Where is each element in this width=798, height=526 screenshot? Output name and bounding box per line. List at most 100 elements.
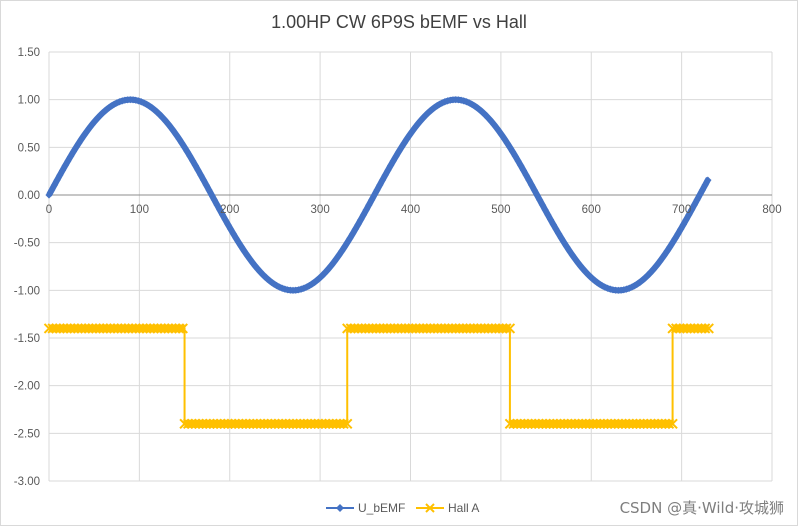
u-bemf-point [544, 211, 552, 219]
y-tick-label: -0.50 [14, 238, 40, 250]
u-bemf-point [422, 111, 430, 119]
u-bemf-point [460, 97, 468, 105]
u-bemf-point [411, 123, 419, 132]
u-bemf-point [208, 191, 216, 199]
u-bemf-point [349, 230, 357, 238]
u-bemf-point [541, 206, 549, 214]
u-bemf-point [595, 280, 603, 288]
u-bemf-point [376, 181, 384, 189]
hall-a-point [501, 323, 512, 334]
grid-lines [48, 51, 773, 482]
u-bemf-point [639, 276, 647, 284]
hall-a-point [504, 323, 516, 334]
u-bemf-point [574, 258, 582, 267]
u-bemf-point [392, 152, 400, 160]
x-tick-label: 100 [130, 204, 149, 216]
u-bemf-point [517, 161, 525, 170]
hall-a-point [338, 418, 349, 430]
series-hall-a [43, 323, 714, 430]
u-bemf-point [191, 161, 200, 170]
u-bemf-point [576, 262, 585, 270]
u-bemf-point [102, 106, 110, 114]
u-bemf-point [216, 206, 224, 214]
x-tick-label: 0 [46, 204, 52, 216]
u-bemf-point [677, 225, 685, 233]
u-bemf-point [61, 161, 69, 170]
u-bemf-point [500, 135, 509, 143]
u-bemf-point [218, 211, 227, 219]
u-bemf-point [658, 255, 666, 263]
u-bemf-point [679, 220, 688, 229]
u-bemf-point [183, 148, 191, 156]
u-bemf-point [682, 216, 690, 224]
u-bemf-point [254, 265, 262, 273]
u-bemf-point [278, 284, 286, 292]
u-bemf-point [210, 196, 218, 204]
u-bemf-point [552, 225, 560, 233]
u-bemf-point [189, 157, 197, 165]
u-bemf-point [514, 157, 522, 165]
u-bemf-point [365, 201, 373, 209]
u-bemf-point [213, 201, 221, 209]
hall-a-point [177, 323, 188, 334]
u-bemf-point [143, 100, 151, 108]
u-bemf-point [389, 157, 397, 165]
u-bemf-point [381, 171, 389, 179]
legend-item: Hall A [416, 501, 479, 515]
x-tick-label: 700 [672, 204, 691, 216]
hall-a-point [342, 418, 353, 430]
u-bemf-point [687, 206, 696, 214]
u-bemf-point [251, 262, 259, 270]
u-bemf-point [674, 230, 682, 238]
u-bemf-point [346, 234, 354, 242]
u-bemf-point [229, 230, 237, 238]
u-bemf-point [197, 171, 205, 179]
hall-a-marker-band [347, 324, 510, 333]
u-bemf-point [50, 181, 59, 189]
u-bemf-point [685, 211, 693, 219]
u-bemf-point [435, 100, 444, 108]
u-bemf-point [536, 196, 544, 204]
u-bemf-point [631, 282, 639, 290]
u-bemf-point [327, 262, 335, 270]
u-bemf-point [205, 186, 213, 194]
legend-label: U_bEMF [358, 501, 405, 515]
u-bemf-point [227, 225, 235, 233]
u-bemf-point [636, 278, 644, 286]
x-tick-label: 600 [582, 204, 601, 216]
u-bemf-point [698, 186, 707, 194]
u-bemf-point [528, 181, 536, 189]
u-bemf-point [465, 99, 473, 107]
u-bemf-point [696, 191, 704, 199]
legend-diamond-icon [336, 504, 344, 512]
u-bemf-point [701, 181, 709, 189]
u-bemf-point [243, 251, 251, 259]
u-bemf-point [297, 285, 305, 293]
x-tick-label: 300 [311, 204, 330, 216]
u-bemf-point [64, 157, 72, 165]
u-bemf-point [305, 282, 313, 290]
y-tick-label: -2.50 [14, 428, 40, 440]
u-bemf-point [53, 176, 61, 184]
u-bemf-point [186, 152, 194, 160]
u-bemf-point [311, 278, 319, 286]
u-bemf-point [655, 258, 663, 267]
u-bemf-point [484, 114, 492, 122]
u-bemf-point [506, 143, 514, 151]
y-tick-label: 1.00 [18, 95, 40, 107]
u-bemf-point [221, 216, 229, 224]
u-bemf-point [487, 117, 495, 125]
series-u-bemf [45, 96, 712, 294]
u-bemf-point [479, 108, 487, 117]
u-bemf-point [351, 225, 359, 233]
u-bemf-point [368, 196, 376, 204]
u-bemf-point [384, 166, 392, 174]
x-axis-ticks: 0 100 200 300 400 500 600 700 800 [46, 204, 782, 216]
x-tick-label: 400 [401, 204, 420, 216]
u-bemf-point [593, 278, 601, 286]
u-bemf-point [45, 191, 53, 199]
hall-a-line [49, 327, 709, 425]
u-bemf-point [538, 201, 547, 209]
u-bemf-point [302, 283, 311, 291]
u-bemf-point [598, 282, 606, 290]
